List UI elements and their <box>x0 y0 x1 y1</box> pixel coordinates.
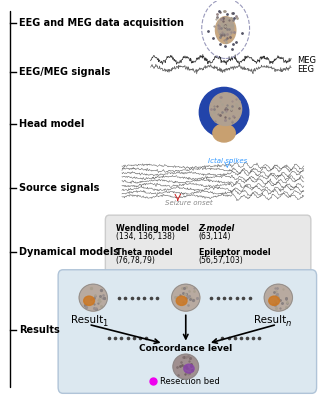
Ellipse shape <box>210 93 242 126</box>
Text: Z-model: Z-model <box>199 224 235 233</box>
FancyBboxPatch shape <box>105 215 311 286</box>
Text: (63,114): (63,114) <box>199 232 231 241</box>
Text: 1: 1 <box>102 319 108 328</box>
Text: MEG: MEG <box>298 56 317 65</box>
Text: Theta model: Theta model <box>116 248 172 257</box>
Text: Epileptor model: Epileptor model <box>199 248 270 257</box>
Text: (56,57,103): (56,57,103) <box>199 256 243 265</box>
Ellipse shape <box>199 87 249 137</box>
Text: (76,78,79): (76,78,79) <box>116 256 156 265</box>
Text: Results: Results <box>19 324 60 334</box>
Ellipse shape <box>172 284 200 311</box>
Text: Dynamical models: Dynamical models <box>19 247 119 257</box>
FancyBboxPatch shape <box>58 270 317 393</box>
Ellipse shape <box>215 17 236 44</box>
Ellipse shape <box>84 296 94 306</box>
Text: EEG and MEG data acquisition: EEG and MEG data acquisition <box>19 18 184 28</box>
Text: Result: Result <box>254 315 287 325</box>
Ellipse shape <box>264 284 292 311</box>
Text: Seizure onset: Seizure onset <box>165 200 213 206</box>
Ellipse shape <box>79 284 107 311</box>
Text: Head model: Head model <box>19 119 85 129</box>
Ellipse shape <box>217 17 234 37</box>
Ellipse shape <box>173 354 199 379</box>
Text: Wendling model: Wendling model <box>116 224 189 233</box>
Ellipse shape <box>269 296 279 306</box>
Text: Concordance level: Concordance level <box>139 344 232 353</box>
Text: Ictal spikes: Ictal spikes <box>208 158 247 164</box>
Text: n: n <box>286 319 291 328</box>
Text: Resection bed: Resection bed <box>160 377 219 386</box>
Text: Source signals: Source signals <box>19 183 99 193</box>
Text: EEG: EEG <box>298 65 315 74</box>
Text: EEG/MEG signals: EEG/MEG signals <box>19 68 110 78</box>
Text: (134, 136, 138): (134, 136, 138) <box>116 232 175 241</box>
Ellipse shape <box>176 296 187 306</box>
Ellipse shape <box>213 124 235 142</box>
Ellipse shape <box>184 364 194 373</box>
Text: Result: Result <box>71 315 103 325</box>
